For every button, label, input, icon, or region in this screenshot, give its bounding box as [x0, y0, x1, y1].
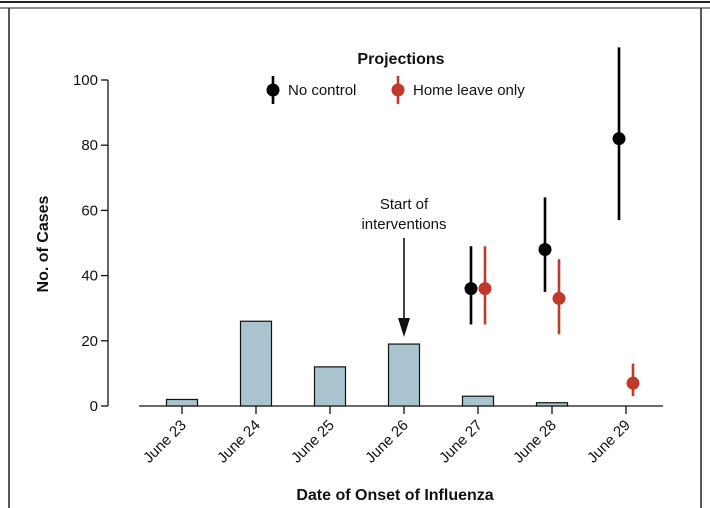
y-tick-label-40: 40 [81, 268, 98, 285]
legend-marker-dot-home-leave-only [391, 83, 405, 97]
point-home-leave-only-june-29 [626, 376, 640, 390]
bar-june-24 [239, 320, 273, 407]
x-tick-label-june-27: June 27 [436, 417, 486, 467]
y-tick-label-100: 100 [73, 72, 98, 89]
legend-title: Projections [357, 51, 444, 68]
x-tick-label-june-23: June 23 [140, 417, 190, 467]
y-tick-label-60: 60 [81, 202, 98, 219]
point-no-control-june-28 [538, 243, 552, 257]
y-tick-label-80: 80 [81, 137, 98, 154]
y-tick-label-20: 20 [81, 333, 98, 350]
x-tick-label-june-25: June 25 [288, 417, 338, 467]
x-tick-label-june-28: June 28 [510, 417, 560, 467]
bar-june-23 [165, 398, 199, 407]
x-tick-label-june-24: June 24 [214, 417, 264, 467]
annotation-text-line-2: interventions [361, 216, 446, 233]
legend-marker-dot-no-control [266, 83, 280, 97]
point-no-control-june-27 [464, 282, 478, 296]
bars [165, 320, 569, 407]
point-home-leave-only-june-28 [552, 291, 566, 305]
annotation-arrow-head [398, 318, 410, 337]
bar-june-26 [387, 343, 421, 407]
bar-june-28 [535, 402, 569, 407]
annotation: Start of interventions [361, 196, 447, 337]
legend-label-home-leave-only: Home leave only [413, 82, 525, 99]
point-no-control-june-29 [612, 132, 626, 146]
bar-june-27 [461, 395, 495, 407]
x-tick-label-june-29: June 29 [584, 417, 634, 467]
bar-june-25 [313, 366, 347, 407]
annotation-text-line-1: Start of [380, 196, 429, 213]
projections [464, 47, 640, 397]
axes: 0 20 40 60 80 100 June 23 June 24 June 25 June 26… [73, 72, 663, 467]
y-axis-label: No. of Cases [35, 195, 52, 292]
legend-label-no-control: No control [288, 82, 356, 99]
point-home-leave-only-june-27 [478, 282, 492, 296]
x-axis-label: Date of Onset of Influenza [296, 487, 493, 504]
x-tick-label-june-26: June 26 [362, 417, 412, 467]
y-tick-label-0: 0 [90, 398, 98, 415]
